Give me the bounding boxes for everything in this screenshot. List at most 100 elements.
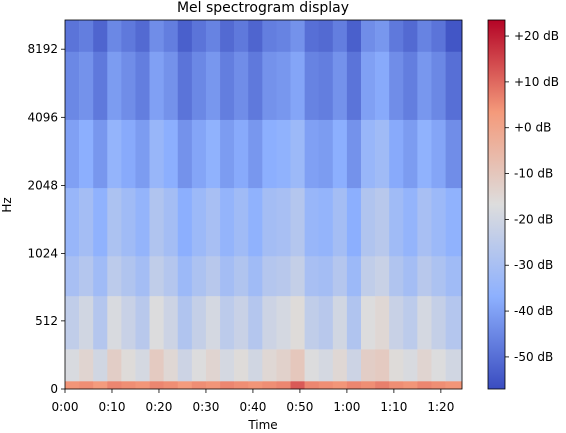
heatmap-cell xyxy=(163,187,179,257)
x-axis-label: Time xyxy=(247,418,277,432)
heatmap-cell xyxy=(445,20,463,52)
plot-frame xyxy=(64,19,463,390)
heatmap-cell xyxy=(149,187,164,257)
heatmap-cell xyxy=(220,119,235,189)
heatmap-cell xyxy=(375,381,390,390)
heatmap-cell xyxy=(332,381,348,390)
heatmap-cell xyxy=(135,51,150,120)
heatmap-cell xyxy=(445,187,463,257)
heatmap-cell xyxy=(135,187,150,257)
heatmap-cell xyxy=(304,119,320,189)
heatmap-cell xyxy=(79,20,94,52)
x-tick-label: 0:20 xyxy=(145,400,172,414)
heatmap-cell xyxy=(262,51,277,120)
heatmap-cell xyxy=(205,295,221,350)
heatmap-cell xyxy=(276,187,291,257)
heatmap-cell xyxy=(234,119,249,189)
heatmap-cell xyxy=(177,295,193,350)
heatmap-cell xyxy=(445,381,463,390)
heatmap-cell xyxy=(177,255,193,297)
heatmap-cell xyxy=(290,381,305,390)
heatmap-cell xyxy=(79,255,94,297)
heatmap-cell xyxy=(248,295,263,350)
heatmap-cell xyxy=(276,295,291,350)
y-tick-label: 8192 xyxy=(27,42,58,56)
heatmap-cell xyxy=(205,255,221,297)
heatmap-cell xyxy=(417,187,432,257)
heatmap-cell xyxy=(93,295,108,350)
heatmap-cell xyxy=(191,51,207,120)
heatmap-cell xyxy=(65,51,80,120)
heatmap-cell xyxy=(389,20,404,52)
heatmap-cell xyxy=(107,255,122,297)
heatmap-cell xyxy=(318,255,334,297)
heatmap-cell xyxy=(290,255,305,297)
heatmap-cell xyxy=(93,20,108,52)
heatmap-cell xyxy=(149,51,164,120)
heatmap-cell xyxy=(262,187,277,257)
heatmap-cell xyxy=(107,51,122,120)
heatmap-cell xyxy=(220,187,235,257)
heatmap-cell xyxy=(360,295,376,350)
heatmap-cell xyxy=(149,349,164,382)
heatmap-cell xyxy=(360,255,376,297)
x-tick-label: 1:00 xyxy=(333,400,360,414)
heatmap-cell xyxy=(431,51,446,120)
heatmap-cell xyxy=(163,255,179,297)
heatmap-cell xyxy=(431,187,446,257)
heatmap-cell xyxy=(417,295,432,350)
heatmap-cell xyxy=(177,51,193,120)
heatmap-cell xyxy=(290,51,305,120)
heatmap-cell xyxy=(304,51,320,120)
heatmap-cell xyxy=(248,20,263,52)
heatmap-cell xyxy=(262,295,277,350)
heatmap-cell xyxy=(149,255,164,297)
heatmap-cell xyxy=(248,51,263,120)
heatmap-cell xyxy=(431,349,446,382)
heatmap-cell xyxy=(403,255,418,297)
heatmap-cell xyxy=(135,119,150,189)
heatmap-cell xyxy=(389,51,404,120)
heatmap-cell xyxy=(304,187,320,257)
heatmap-cell xyxy=(248,119,263,189)
heatmap-cell xyxy=(403,187,418,257)
heatmap-cell xyxy=(93,349,108,382)
heatmap-cell xyxy=(262,119,277,189)
heatmap-cell xyxy=(262,20,277,52)
heatmap-cell xyxy=(121,20,136,52)
heatmap-cell xyxy=(304,20,320,52)
y-tick-label: 512 xyxy=(35,314,58,328)
heatmap-cell xyxy=(177,187,193,257)
heatmap-cell xyxy=(234,20,249,52)
heatmap-cell xyxy=(79,187,94,257)
heatmap-cell xyxy=(346,295,362,350)
heatmap-cell xyxy=(389,187,404,257)
heatmap-cell xyxy=(205,187,221,257)
heatmap-cell xyxy=(276,381,291,390)
heatmap-cell xyxy=(290,349,305,382)
colorbar-tick-label: +10 dB xyxy=(514,75,559,89)
heatmap-cell xyxy=(248,381,263,390)
heatmap-cell xyxy=(149,20,164,52)
heatmap-cell xyxy=(431,381,446,390)
heatmap-cell xyxy=(360,20,376,52)
heatmap-cell xyxy=(79,119,94,189)
heatmap-cell xyxy=(360,187,376,257)
heatmap-cell xyxy=(234,187,249,257)
heatmap-cell xyxy=(389,255,404,297)
heatmap-cell xyxy=(290,295,305,350)
heatmap-cell xyxy=(332,20,348,52)
heatmap-cell xyxy=(445,51,463,120)
heatmap-cell xyxy=(431,20,446,52)
heatmap-cell xyxy=(346,349,362,382)
heatmap-cell xyxy=(107,295,122,350)
heatmap-cell xyxy=(389,381,404,390)
heatmap-cell xyxy=(65,119,80,189)
heatmap-cell xyxy=(163,295,179,350)
colorbar-tick-label: +0 dB xyxy=(514,121,551,135)
heatmap-cell xyxy=(346,255,362,297)
heatmap-cell xyxy=(107,20,122,52)
heatmap-cell xyxy=(360,119,376,189)
heatmap-cell xyxy=(276,255,291,297)
